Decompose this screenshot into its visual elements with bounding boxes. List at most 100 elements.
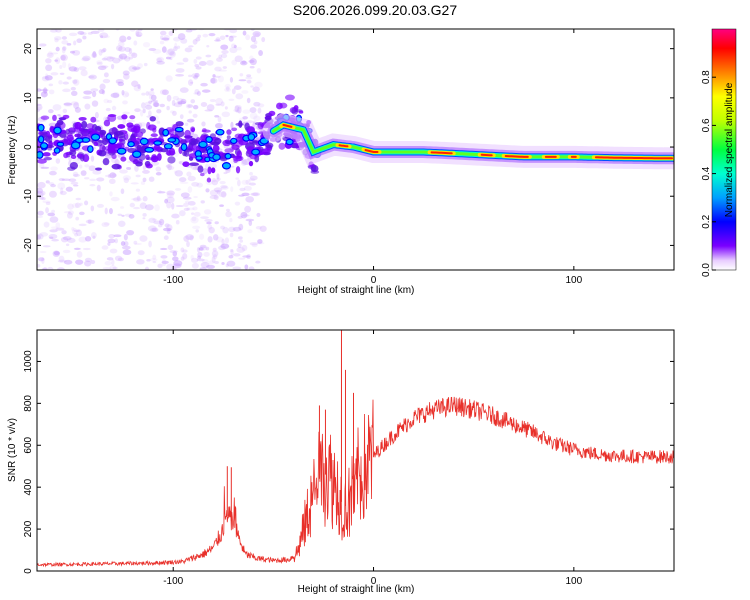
spectrogram-peak-segment xyxy=(504,155,529,158)
spectrogram-noise-cell xyxy=(82,55,91,61)
spectrogram-noise-cell xyxy=(112,91,120,99)
spectrogram-noise-cell xyxy=(246,97,251,104)
spectrogram-noise-cell xyxy=(96,60,103,65)
spectrogram-noise-cell xyxy=(230,165,235,168)
spectrogram-noise-cell xyxy=(241,244,248,251)
spectrogram-noise-cell xyxy=(192,225,201,230)
spectrogram-noise-cell xyxy=(70,101,79,106)
spectrogram-noise-cell xyxy=(40,166,50,169)
spectrogram-noise-cell xyxy=(139,122,147,127)
spectrogram-noise-cell xyxy=(246,254,251,260)
spectrogram-noise-cell xyxy=(225,86,230,91)
spectrogram-noise-cell xyxy=(37,233,44,240)
spectrogram-energy-cell xyxy=(108,127,119,135)
spectrogram-noise-cell xyxy=(167,48,175,56)
spectrogram-noise-cell xyxy=(50,183,56,188)
spectrogram-noise-cell xyxy=(57,182,66,190)
spectrogram-noise-cell xyxy=(173,46,178,52)
spectrogram-noise-cell xyxy=(189,235,194,241)
spectrogram-noise-cell xyxy=(212,74,216,78)
spectrogram-peak-cell xyxy=(205,135,213,143)
spectrogram-noise-cell xyxy=(102,78,111,84)
spectrogram-noise-cell xyxy=(153,102,160,108)
spectrogram-noise-cell xyxy=(166,201,172,209)
spectrogram-noise-cell xyxy=(215,190,222,193)
spectrogram-noise-cell xyxy=(229,35,237,38)
spectrogram-energy-cell xyxy=(200,172,205,177)
spectrogram-noise-cell xyxy=(150,99,159,103)
spectrogram-noise-cell xyxy=(120,206,125,209)
spectrogram-noise-cell xyxy=(208,33,216,37)
spectrogram-noise-cell xyxy=(186,240,190,248)
spectrogram-noise-cell xyxy=(142,42,151,48)
spectrogram-noise-cell xyxy=(210,77,216,84)
spectrogram-noise-cell xyxy=(120,188,125,195)
spectrogram-noise-cell xyxy=(193,58,198,64)
spectrogram-noise-cell xyxy=(88,165,96,172)
spectrogram-noise-cell xyxy=(68,66,78,72)
spectrogram-noise-cell xyxy=(175,220,180,225)
spectrogram-noise-cell xyxy=(158,224,163,228)
spectrogram-noise-cell xyxy=(141,102,146,109)
spectrogram-noise-cell xyxy=(89,178,97,182)
spectrogram-noise-cell xyxy=(153,220,162,225)
spectrogram-noise-cell xyxy=(257,239,263,244)
spectrogram-noise-cell xyxy=(159,247,168,251)
spectrogram-noise-cell xyxy=(148,240,152,248)
spectrogram-energy-cell xyxy=(42,152,51,157)
spectrogram-peak-segment xyxy=(594,156,673,160)
spectrogram-noise-cell xyxy=(192,39,198,45)
spectrogram-noise-cell xyxy=(197,34,202,39)
spectrogram-noise-cell xyxy=(39,232,49,237)
spectrogram-noise-cell xyxy=(90,155,95,162)
spectrogram-noise-cell xyxy=(173,102,183,108)
spectrogram-noise-cell xyxy=(249,171,253,176)
spectrogram-noise-cell xyxy=(140,181,146,185)
spectrogram-noise-cell xyxy=(245,218,255,222)
spectrogram-peak-cell xyxy=(212,153,221,161)
spectrogram-noise-cell xyxy=(73,247,82,251)
spectrogram-noise-cell xyxy=(205,54,212,58)
spectrogram-noise-cell xyxy=(190,216,199,224)
spectrogram-energy-cell xyxy=(184,129,191,138)
spectrogram-noise-cell xyxy=(180,247,185,253)
spectrogram-noise-cell xyxy=(162,227,172,232)
spectrogram-noise-cell xyxy=(237,243,242,249)
spectrogram-noise-cell xyxy=(221,261,225,265)
spectrogram-noise-cell xyxy=(148,100,153,104)
spectrogram-noise-cell xyxy=(256,212,261,218)
spectrogram-noise-cell xyxy=(229,77,234,83)
spectrogram-noise-cell xyxy=(201,89,211,93)
spectrogram-energy-cell xyxy=(152,127,157,133)
spectrogram-energy-cell xyxy=(257,121,264,130)
spectrogram-noise-cell xyxy=(84,236,92,242)
spectrogram-noise-cell xyxy=(63,211,72,214)
spectrogram-noise-cell xyxy=(62,249,71,254)
spectrogram-noise-cell xyxy=(230,43,237,49)
spectrogram-noise-cell xyxy=(135,188,141,192)
spectrogram-noise-cell xyxy=(217,116,222,123)
spectrogram-noise-cell xyxy=(177,100,187,105)
spectrogram-noise-cell xyxy=(47,266,54,270)
spectrogram-noise-cell xyxy=(221,238,225,245)
spectrogram-noise-cell xyxy=(40,91,48,98)
spectrogram-energy-cell xyxy=(150,155,159,163)
spectrogram-noise-cell xyxy=(45,58,52,64)
spectrogram-noise-cell xyxy=(238,79,247,82)
spectrogram-noise-cell xyxy=(229,249,234,253)
spectrogram-noise-cell xyxy=(48,109,54,114)
spectrogram-noise-cell xyxy=(155,166,162,172)
spectrogram-noise-cell xyxy=(50,72,59,76)
spectrogram-noise-cell xyxy=(156,57,163,63)
spectrogram-noise-cell xyxy=(160,35,164,40)
spectrogram-peak-cell xyxy=(90,133,101,141)
spectrogram-noise-cell xyxy=(185,29,193,33)
spectrogram-energy-cell xyxy=(73,127,82,133)
spectrogram-noise-cell xyxy=(232,226,242,232)
spectrogram-noise-cell xyxy=(128,47,133,55)
spectrogram-noise-cell xyxy=(254,32,260,38)
spectrogram-noise-cell xyxy=(61,40,69,45)
spectrogram-noise-cell xyxy=(233,253,241,257)
spectrogram-noise-cell xyxy=(83,200,89,206)
spectrogram-noise-cell xyxy=(185,200,190,204)
